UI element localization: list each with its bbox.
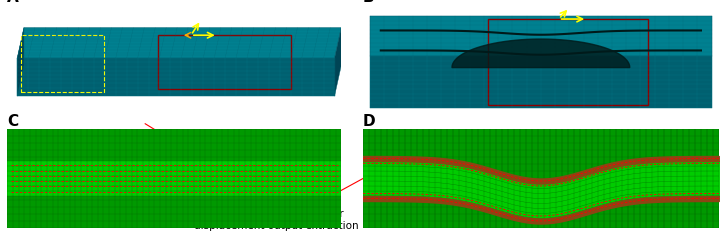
Text: C: C [7, 114, 18, 129]
Bar [158, 35, 291, 89]
Polygon shape [370, 56, 711, 108]
Polygon shape [17, 28, 24, 96]
Polygon shape [17, 58, 335, 96]
Bar [7, 161, 341, 196]
Text: Nodal path on the wall for
displacement output extraction: Nodal path on the wall for displacement … [194, 209, 358, 231]
Polygon shape [17, 28, 341, 58]
Text: D: D [363, 114, 375, 129]
Polygon shape [335, 28, 341, 96]
Bar [20, 35, 104, 92]
Polygon shape [452, 39, 630, 68]
Text: A: A [7, 0, 19, 5]
Text: Nodal path inside the lumen for
fluid velocity output extraction: Nodal path inside the lumen for fluid ve… [171, 162, 337, 183]
Text: B: B [363, 0, 375, 5]
Bar [488, 19, 648, 105]
Polygon shape [370, 16, 711, 56]
